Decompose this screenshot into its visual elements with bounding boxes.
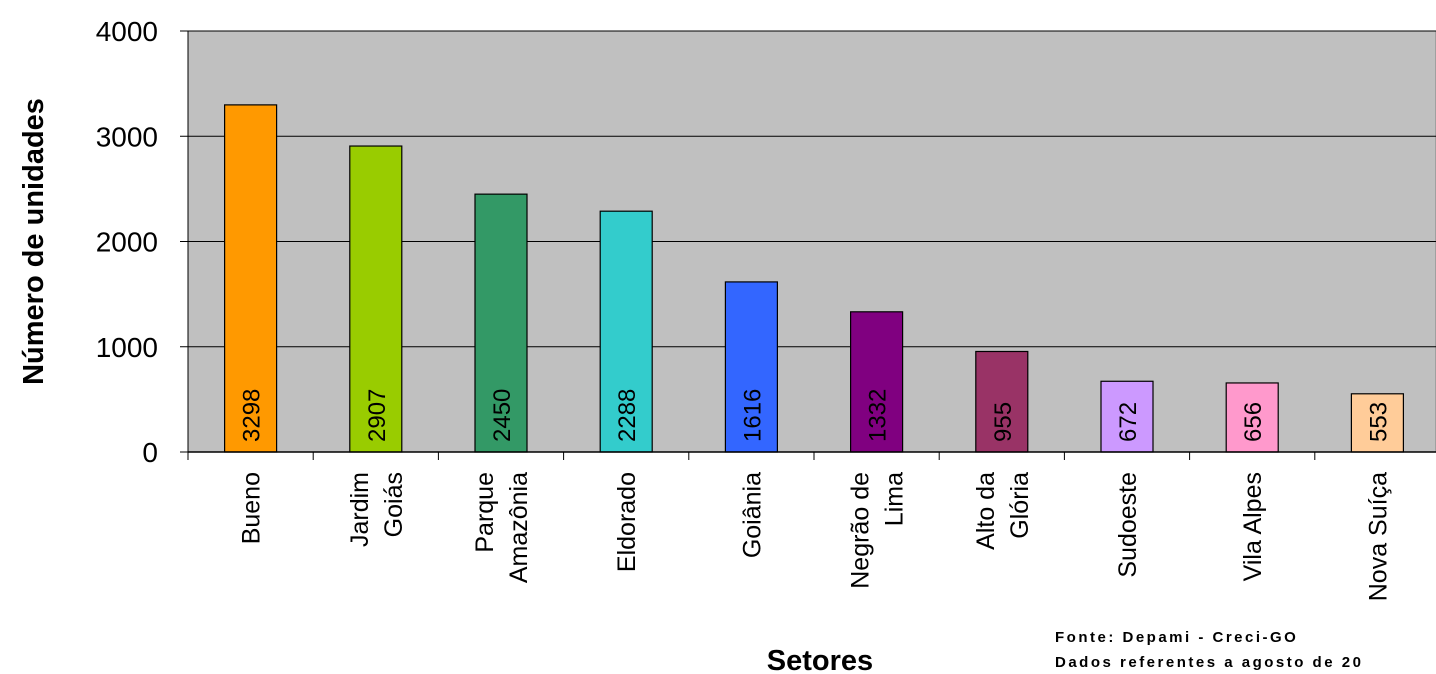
bar <box>1100 380 1154 453</box>
x-tick-label: Lima <box>881 472 909 526</box>
data-label: 656 <box>1240 402 1267 442</box>
data-label: 955 <box>990 402 1017 442</box>
bar <box>724 281 779 453</box>
data-label: 1332 <box>865 389 892 442</box>
data-label: 672 <box>1115 402 1142 442</box>
x-tick-label: Vila Alpes <box>1239 472 1267 581</box>
y-tick-label: 0 <box>142 437 158 468</box>
y-tick-label: 3000 <box>96 121 158 152</box>
bar <box>349 145 403 453</box>
x-tick-label: Eldorado <box>613 472 641 572</box>
source-note-line-2: Dados referentes a agosto de 20 <box>1055 654 1364 671</box>
bar <box>849 311 904 453</box>
bar <box>474 193 528 453</box>
y-axis-label: Número de unidades <box>18 98 50 385</box>
data-label: 1616 <box>739 389 766 442</box>
y-tick-label: 1000 <box>96 332 158 363</box>
x-axis-label: Setores <box>767 645 873 674</box>
y-tick-label: 2000 <box>96 227 158 258</box>
x-tick-label: Nova Suíça <box>1364 472 1392 601</box>
source-note-line-1: Fonte: Depami - Creci-GO <box>1055 629 1299 646</box>
data-label: 3298 <box>239 389 266 442</box>
x-tick-label: Alto da <box>972 472 1000 550</box>
y-tick-label: 4000 <box>96 16 158 47</box>
bar <box>975 350 1029 453</box>
x-tick-label: Negrão de <box>847 472 875 589</box>
x-tick-label: Goiânia <box>738 472 766 558</box>
data-label: 2288 <box>614 389 641 442</box>
bar <box>599 210 653 453</box>
x-tick-label: Amazônia <box>505 472 533 583</box>
bar <box>224 104 278 453</box>
x-tick-label: Jardim <box>346 472 374 547</box>
x-tick-label: Bueno <box>238 472 266 544</box>
x-tick-label: Goiás <box>380 472 408 537</box>
data-label: 2907 <box>364 389 391 442</box>
x-tick-label: Glória <box>1006 472 1034 539</box>
data-label: 553 <box>1365 402 1392 442</box>
data-label: 2450 <box>489 389 516 442</box>
x-tick-label: Sudoeste <box>1114 472 1142 578</box>
bar <box>1350 393 1405 453</box>
x-tick-label: Parque <box>471 472 499 553</box>
